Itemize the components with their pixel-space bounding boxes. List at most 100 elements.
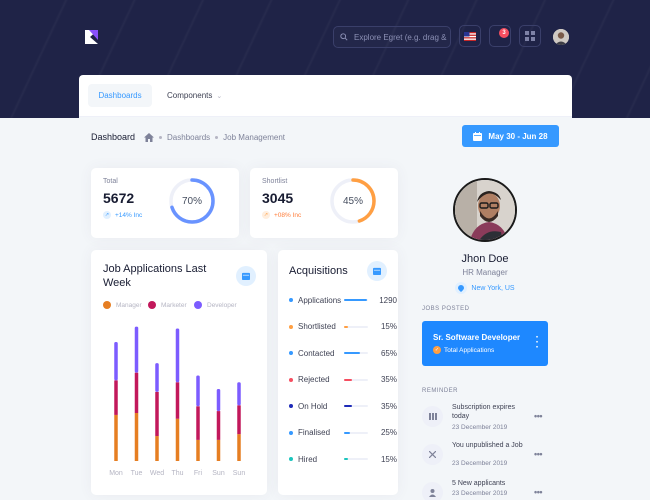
search-input[interactable] bbox=[354, 32, 449, 42]
stat-change: ↗ +14% Inc bbox=[103, 211, 142, 219]
job-applications-card: Job Applications Last Week Manager Marke… bbox=[91, 250, 267, 495]
profile-photo bbox=[455, 180, 515, 240]
job-subtitle: Total Applications bbox=[444, 346, 495, 354]
logo-icon[interactable] bbox=[85, 30, 98, 44]
bar-manager-sun[interactable] bbox=[216, 439, 221, 461]
progress-ring bbox=[330, 178, 376, 224]
bars-icon bbox=[422, 406, 443, 427]
acquisition-label: Hired bbox=[298, 454, 318, 464]
notifications-button[interactable]: 3 bbox=[489, 25, 511, 47]
profile-avatar[interactable] bbox=[453, 178, 517, 242]
reminder-item[interactable]: Subscription expires today 23 December 2… bbox=[422, 403, 548, 433]
bar-manager-mon[interactable] bbox=[114, 414, 118, 461]
bar-developer-sun[interactable] bbox=[216, 389, 221, 412]
bar-marketer-wed[interactable] bbox=[155, 391, 159, 437]
calendar-button[interactable] bbox=[236, 266, 256, 286]
language-button[interactable] bbox=[459, 25, 481, 47]
bar-marketer-sun[interactable] bbox=[216, 411, 221, 440]
applications-bar-chart: Mon Tue Wed Thu Fri Sun Sun bbox=[109, 326, 245, 477]
acquisitions-list: Applications 1290 Shortlisted 15% Contacted 6… bbox=[289, 294, 397, 494]
job-posted-card[interactable]: Sr. Software Developer ✓ Total Applicati… bbox=[422, 321, 548, 366]
apps-button[interactable] bbox=[519, 25, 541, 47]
bar-developer-sun[interactable] bbox=[237, 382, 241, 406]
user-avatar-image bbox=[553, 29, 569, 45]
more-vertical-icon[interactable]: · · · bbox=[535, 332, 539, 353]
stat-card-total: Total 5672 ↗ +14% Inc 70% bbox=[91, 168, 239, 238]
calendar-button[interactable] bbox=[367, 261, 387, 281]
acquisition-row-rejected: Rejected 35% bbox=[289, 374, 397, 386]
reminder-section-label: REMINDER bbox=[422, 388, 459, 394]
acquisition-value: 65% bbox=[380, 348, 397, 358]
bullet bbox=[289, 351, 293, 355]
bar-marketer-mon[interactable] bbox=[114, 380, 118, 415]
reminder-title: 5 New applicants bbox=[452, 480, 506, 487]
top-header: 3 bbox=[0, 0, 650, 118]
reminder-title: You unpublished a Job bbox=[452, 442, 523, 449]
bar-manager-fri[interactable] bbox=[196, 439, 200, 461]
more-horizontal-icon[interactable]: ••• bbox=[534, 449, 542, 459]
bar-marketer-fri[interactable] bbox=[196, 406, 200, 440]
home-icon[interactable] bbox=[144, 132, 155, 142]
tab-dashboards[interactable]: Dashboards bbox=[88, 84, 152, 107]
bar-marketer-sun[interactable] bbox=[237, 405, 241, 435]
acquisition-row-contacted: Contacted 65% bbox=[289, 347, 397, 359]
bar-marketer-tue[interactable] bbox=[134, 372, 139, 413]
search-box[interactable] bbox=[333, 26, 451, 48]
acquisition-label: Shortlisted bbox=[298, 322, 336, 331]
bar-manager-sun[interactable] bbox=[237, 434, 241, 461]
calendar-icon bbox=[473, 131, 483, 141]
reminder-date: 23 December 2019 bbox=[452, 460, 508, 467]
x-tick-label: Thu bbox=[171, 470, 183, 477]
x-tick-label: Mon bbox=[109, 470, 123, 477]
card-title: Job Applications Last Week bbox=[103, 263, 207, 289]
acquisition-row-applications: Applications 1290 bbox=[289, 294, 397, 306]
breadcrumb-job-management[interactable]: Job Management bbox=[223, 132, 285, 142]
check-icon: ✓ bbox=[433, 346, 441, 354]
bar-developer-wed[interactable] bbox=[155, 363, 159, 392]
stat-label: Shortlist bbox=[262, 178, 288, 185]
acquisition-bar-track bbox=[344, 299, 368, 301]
legend-item-manager: Manager bbox=[103, 301, 142, 309]
bullet bbox=[289, 298, 293, 302]
bar-developer-fri[interactable] bbox=[196, 375, 200, 407]
bar-manager-tue[interactable] bbox=[134, 413, 139, 461]
calendar-icon bbox=[242, 272, 250, 280]
profile-location[interactable]: New York, US bbox=[420, 282, 550, 294]
bullet bbox=[289, 377, 293, 382]
acquisition-label: On Hold bbox=[298, 401, 328, 411]
acquisition-label: Applications bbox=[298, 295, 342, 305]
more-horizontal-icon[interactable]: ••• bbox=[534, 487, 542, 497]
acquisition-value: 1290 bbox=[379, 295, 397, 305]
acquisition-bar-fill bbox=[344, 378, 353, 381]
tab-components[interactable]: Components ⌄ bbox=[155, 84, 234, 107]
bar-manager-thu[interactable] bbox=[175, 418, 180, 461]
calendar-icon bbox=[373, 267, 381, 275]
legend-swatch bbox=[103, 301, 111, 309]
date-range-label: May 30 - Jun 28 bbox=[488, 131, 548, 141]
date-range-button[interactable]: May 30 - Jun 28 bbox=[462, 125, 559, 147]
more-horizontal-icon[interactable]: ••• bbox=[534, 411, 542, 421]
x-tick-label: Wed bbox=[150, 470, 164, 477]
acquisitions-card: Acquisitions Applications 1290 Shortlisted… bbox=[278, 250, 398, 495]
location-label: New York, US bbox=[471, 284, 515, 292]
bar-developer-tue[interactable] bbox=[134, 326, 139, 373]
reminder-item[interactable]: You unpublished a Job 23 December 2019 •… bbox=[422, 441, 548, 471]
acquisition-label: Contacted bbox=[298, 348, 335, 358]
breadcrumb-dashboards[interactable]: Dashboards bbox=[167, 132, 211, 142]
bar-marketer-thu[interactable] bbox=[175, 382, 180, 419]
subheader: Dashboard Dashboards Job Management bbox=[91, 129, 285, 145]
legend-label: Developer bbox=[207, 301, 237, 309]
breadcrumb-separator bbox=[159, 135, 163, 139]
acquisition-value: 15% bbox=[380, 454, 397, 464]
jobs-section-label: JOBS POSTED bbox=[422, 306, 470, 312]
user-avatar[interactable] bbox=[553, 29, 569, 45]
progress-ring-label: 70% bbox=[181, 196, 202, 207]
bar-developer-thu[interactable] bbox=[175, 328, 180, 383]
acquisition-bar-fill bbox=[344, 299, 367, 301]
x-tick-label: Sun bbox=[212, 470, 225, 477]
stat-change-label: +08% Inc bbox=[274, 211, 302, 219]
bar-manager-wed[interactable] bbox=[155, 436, 159, 461]
bar-developer-mon[interactable] bbox=[114, 341, 118, 381]
reminder-item[interactable]: 5 New applicants 23 December 2019 ••• bbox=[422, 479, 548, 500]
stat-change: ↗ +08% Inc bbox=[262, 211, 301, 219]
